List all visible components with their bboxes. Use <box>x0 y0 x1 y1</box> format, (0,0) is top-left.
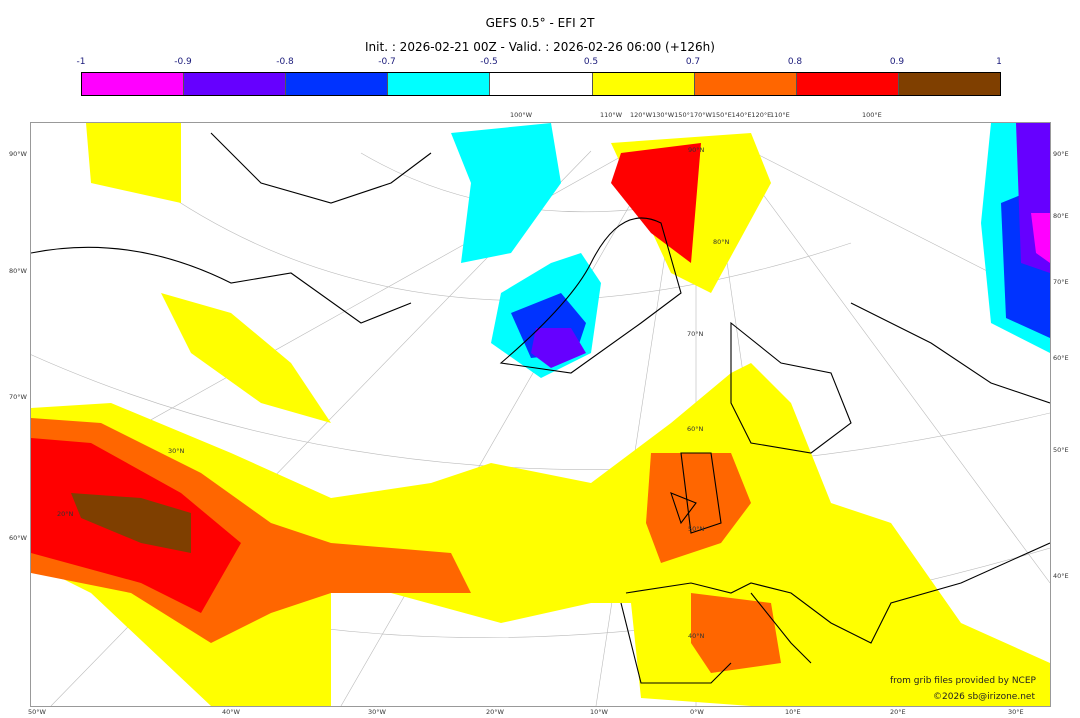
colorbar-segment <box>592 73 695 95</box>
axis-label-bottom: 30°E <box>1008 708 1024 716</box>
axis-label-bottom: 50°W <box>28 708 46 716</box>
credit-source: from grib files provided by NCEP <box>890 676 1036 686</box>
axis-label-top: 100°E <box>862 111 882 119</box>
colorbar-tick: 0.9 <box>889 57 905 67</box>
axis-label-right: 60°E <box>1053 354 1069 362</box>
credit-copyright: ©2026 sb@irizone.net <box>933 692 1035 702</box>
axis-label-left: 60°W <box>9 534 27 542</box>
colorbar-tick: -0.8 <box>276 57 294 67</box>
axis-label-right: 50°E <box>1053 446 1069 454</box>
efi-negative <box>451 123 1050 378</box>
colorbar <box>81 72 1001 96</box>
colorbar-tick: -0.9 <box>174 57 192 67</box>
map-subtitle: Init. : 2026-02-21 00Z - Valid. : 2026-0… <box>365 40 715 54</box>
colorbar-tick: 0.7 <box>685 57 701 67</box>
colorbar-segment <box>184 73 287 95</box>
colorbar-tick: 0.8 <box>787 57 803 67</box>
axis-label-lat: 70°N <box>687 330 704 338</box>
coastlines <box>31 132 1050 684</box>
axis-label-right: 40°E <box>1053 572 1069 580</box>
axis-label-top: 110°W <box>600 111 623 119</box>
map-canvas <box>31 123 1050 706</box>
axis-label-right: 80°E <box>1053 212 1069 220</box>
axis-label-lat: 40°N <box>688 632 705 640</box>
axis-label-left: 80°W <box>9 267 27 275</box>
axis-label-lat: 80°N <box>713 238 730 246</box>
axis-label-top: 100°W <box>510 111 533 119</box>
map-title: GEFS 0.5° - EFI 2T <box>485 16 595 30</box>
colorbar-segment <box>388 73 491 95</box>
axis-label-lat: 60°N <box>687 425 704 433</box>
map-area <box>30 122 1051 707</box>
axis-label-lat: 20°N <box>57 510 74 518</box>
axis-label-lat: 50°N <box>688 525 705 533</box>
axis-label-bottom: 30°W <box>368 708 386 716</box>
colorbar-tick: -1 <box>76 57 86 67</box>
axis-label-bottom: 20°E <box>890 708 906 716</box>
axis-label-right: 70°E <box>1053 278 1069 286</box>
axis-label-lat: 30°N <box>168 447 185 455</box>
axis-label-bottom: 0°W <box>690 708 704 716</box>
colorbar-segment <box>796 73 899 95</box>
axis-label-top: 120°W130°W150°170°W150°E140°E120°E <box>630 111 772 119</box>
colorbar-tick: 1 <box>996 57 1002 67</box>
colorbar-tick: 0.5 <box>583 57 599 67</box>
axis-label-bottom: 20°W <box>486 708 504 716</box>
axis-label-left: 90°W <box>9 150 27 158</box>
axis-label-top: 110°E <box>770 111 790 119</box>
colorbar-tick: -0.7 <box>378 57 396 67</box>
axis-label-left: 70°W <box>9 393 27 401</box>
axis-label-bottom: 10°E <box>785 708 801 716</box>
colorbar-segment <box>694 73 797 95</box>
colorbar-segment <box>490 73 593 95</box>
colorbar-tick: -0.5 <box>480 57 498 67</box>
efi-positive <box>31 123 1050 706</box>
colorbar-segment <box>898 73 1000 95</box>
axis-label-bottom: 40°W <box>222 708 240 716</box>
axis-label-bottom: 10°W <box>590 708 608 716</box>
axis-label-lat: 90°N <box>688 146 705 154</box>
axis-label-right: 90°E <box>1053 150 1069 158</box>
colorbar-segment <box>82 73 185 95</box>
colorbar-segment <box>286 73 389 95</box>
